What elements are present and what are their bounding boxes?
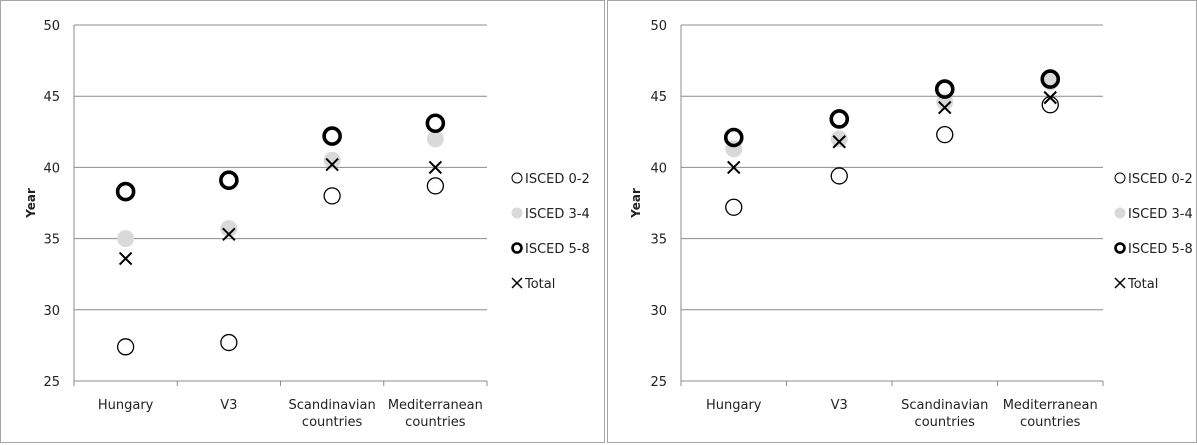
- x-category-label: Hungary: [706, 398, 762, 413]
- y-tick-label: 25: [650, 375, 667, 390]
- legend-marker: [511, 277, 523, 289]
- data-point-bold-circle: [322, 126, 342, 146]
- data-point-bold-circle: [934, 79, 955, 99]
- data-point-open-circle: [220, 333, 238, 352]
- data-point-open-circle: [830, 167, 848, 185]
- x-category-label: Scandinavian countries: [289, 398, 376, 430]
- legend-marker: [511, 207, 523, 219]
- y-tick-label: 35: [650, 233, 667, 248]
- data-point-x: [222, 227, 236, 242]
- y-tick-label: 30: [43, 304, 60, 319]
- x-category-label: V3: [831, 398, 848, 413]
- legend-label: ISCED 5-8: [1128, 242, 1193, 257]
- data-point-x: [938, 100, 952, 115]
- y-tick-label: 45: [43, 90, 60, 105]
- legend-label: ISCED 3-4: [525, 207, 590, 222]
- legend-marker: [1114, 277, 1126, 289]
- data-point-bold-circle: [1040, 69, 1061, 89]
- legend-label: Total: [524, 277, 555, 292]
- data-point-x: [727, 160, 741, 175]
- data-point-bold-circle: [425, 113, 446, 134]
- y-tick-label: 25: [43, 375, 60, 390]
- data-point-x: [428, 160, 443, 175]
- legend-label: Total: [1127, 277, 1158, 292]
- chart-right: 25 30 35 40 45 50 Hungary V3 Scandinavian countri…: [629, 19, 1193, 430]
- data-point-bold-circle: [219, 170, 239, 191]
- chart-panel-right: 25 30 35 40 45 50 Hungary V3 Scandinavian countri…: [607, 0, 1197, 443]
- data-point-open-circle: [936, 125, 954, 144]
- y-axis-label: Year: [24, 188, 38, 219]
- chart-left: 25 30 35 40 45 50 Hungary V3 Scandinavian countri…: [24, 19, 590, 430]
- data-point-x: [325, 157, 339, 172]
- legend-label: ISCED 3-4: [1128, 207, 1193, 222]
- data-point-x: [1043, 90, 1057, 105]
- legend-marker: [1114, 242, 1126, 254]
- data-point-filled-circle: [323, 151, 341, 169]
- y-tick-label: 40: [43, 161, 60, 176]
- y-axis-label: Year: [629, 188, 643, 219]
- data-point-bold-circle: [723, 127, 744, 148]
- legend-label: ISCED 0-2: [1128, 172, 1193, 187]
- legend-marker: [511, 172, 523, 184]
- data-point-open-circle: [323, 187, 341, 205]
- x-category-label: V3: [220, 398, 237, 413]
- data-point-filled-circle: [117, 230, 135, 248]
- y-tick-label: 50: [650, 19, 667, 34]
- data-point-x: [118, 251, 133, 266]
- x-category-label: Mediterranean countries: [1003, 398, 1098, 430]
- data-point-x: [832, 135, 846, 149]
- data-point-bold-circle: [115, 181, 136, 202]
- data-point-filled-circle: [220, 220, 238, 238]
- data-point-bold-circle: [829, 109, 850, 129]
- data-point-filled-circle: [426, 130, 444, 148]
- data-point-open-circle: [1041, 96, 1059, 114]
- data-point-open-circle: [725, 198, 743, 216]
- x-category-label: Hungary: [98, 398, 154, 413]
- data-point-open-circle: [426, 177, 445, 195]
- legend-marker: [511, 242, 523, 254]
- y-tick-label: 45: [650, 90, 667, 105]
- legend-marker: [1114, 207, 1126, 219]
- y-tick-label: 40: [650, 161, 667, 176]
- y-tick-label: 30: [650, 304, 667, 319]
- legend-label: ISCED 0-2: [525, 172, 590, 187]
- chart-panel-left: 25 30 35 40 45 50 Hungary V3 Scandinavian countri…: [0, 0, 605, 443]
- x-category-label: Scandinavian countries: [901, 398, 988, 430]
- y-tick-label: 50: [43, 19, 60, 34]
- legend-marker: [1114, 172, 1126, 184]
- x-category-label: Mediterranean countries: [388, 398, 483, 430]
- data-point-filled-circle: [830, 130, 848, 148]
- y-tick-label: 35: [43, 233, 60, 248]
- data-point-open-circle: [116, 338, 135, 356]
- legend-label: ISCED 5-8: [525, 242, 590, 257]
